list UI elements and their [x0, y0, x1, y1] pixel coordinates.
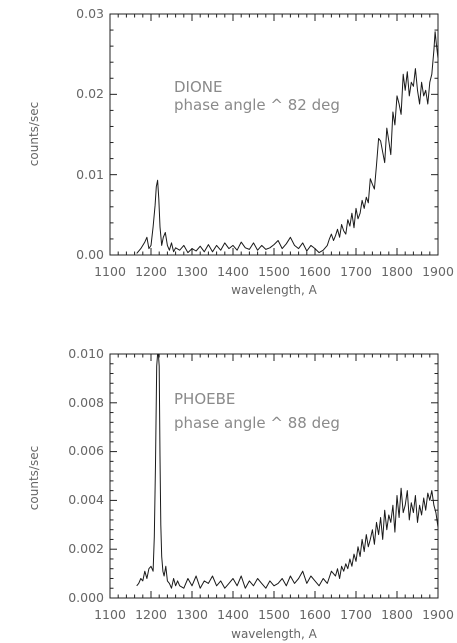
phoebe-x-tick-label-1400: 1400: [217, 607, 249, 622]
phoebe-x-tick-label-1800: 1800: [381, 607, 413, 622]
dione-x-tick-label-1600: 1600: [299, 264, 331, 279]
dione-x-ticks: [109, 14, 439, 255]
dione-x-tick-label-1200: 1200: [135, 264, 167, 279]
phoebe-y-tick-label-0: 0.000: [68, 590, 104, 605]
dione-panel: 1100 1200 1300 1400 1500 1600 1700 1800 …: [27, 6, 454, 297]
dione-x-tick-label-1500: 1500: [258, 264, 290, 279]
dione-spectrum-line: [136, 31, 439, 254]
phoebe-y-tick-label-2: 0.004: [68, 492, 104, 507]
phoebe-x-tick-label-1900: 1900: [422, 607, 454, 622]
phoebe-x-axis-title: wavelength, A: [231, 627, 318, 641]
dione-y-tick-label-2: 0.02: [76, 86, 104, 101]
dione-x-tick-label-1300: 1300: [176, 264, 208, 279]
phoebe-phase-angle-label: phase angle ^ 88 deg: [174, 414, 340, 432]
dione-x-axis-title: wavelength, A: [231, 283, 318, 297]
phoebe-y-axis-title: counts/sec: [27, 446, 41, 510]
dione-target-label: DIONE: [174, 78, 222, 96]
dione-y-tick-label-0: 0.00: [76, 247, 104, 262]
phoebe-y-tick-label-3: 0.006: [68, 443, 104, 458]
dione-x-tick-label-1900: 1900: [422, 264, 454, 279]
phoebe-x-tick-label-1300: 1300: [176, 607, 208, 622]
phoebe-x-tick-label-1500: 1500: [258, 607, 290, 622]
phoebe-x-tick-label-1700: 1700: [340, 607, 372, 622]
dione-x-tick-label-1700: 1700: [340, 264, 372, 279]
dione-y-axis-title: counts/sec: [27, 102, 41, 166]
phoebe-x-ticks: [109, 354, 439, 598]
phoebe-target-label: PHOEBE: [174, 390, 235, 408]
phoebe-y-tick-label-1: 0.002: [68, 541, 104, 556]
dione-x-tick-label-1400: 1400: [217, 264, 249, 279]
phoebe-panel: 1100 1200 1300 1400 1500 1600 1700 1800 …: [27, 346, 454, 641]
phoebe-y-ticks: [110, 353, 438, 599]
phoebe-y-tick-label-4: 0.008: [68, 395, 104, 410]
dione-x-tick-label-1100: 1100: [94, 264, 126, 279]
dione-y-ticks: [110, 13, 438, 256]
phoebe-spectrum-line: [136, 353, 439, 589]
phoebe-x-tick-label-1100: 1100: [94, 607, 126, 622]
dione-phase-angle-label: phase angle ^ 82 deg: [174, 96, 340, 114]
dione-y-tick-label-1: 0.01: [76, 167, 104, 182]
phoebe-x-tick-label-1600: 1600: [299, 607, 331, 622]
phoebe-x-tick-label-1200: 1200: [135, 607, 167, 622]
dione-x-tick-label-1800: 1800: [381, 264, 413, 279]
dione-y-tick-label-3: 0.03: [76, 6, 104, 21]
phoebe-y-tick-label-5: 0.010: [68, 346, 104, 361]
